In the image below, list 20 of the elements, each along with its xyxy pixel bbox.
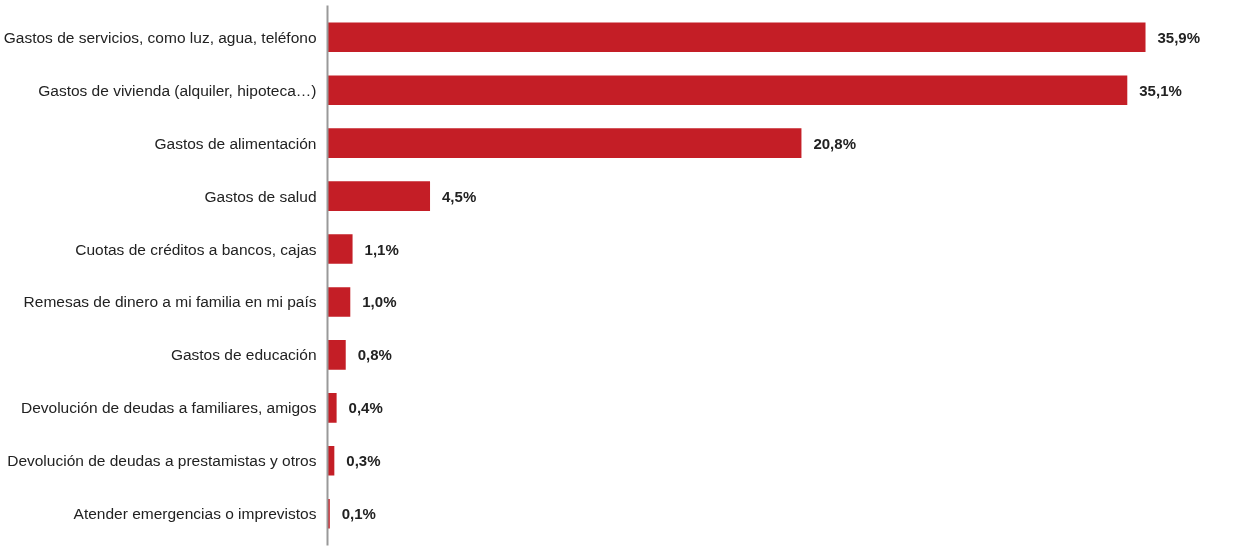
y-tick-label: Gastos de vivienda (alquiler, hipoteca…) bbox=[38, 81, 317, 99]
y-tick-label: Cuotas de créditos a bancos, cajas bbox=[75, 240, 317, 258]
y-tick-label: Devolución de deudas a familiares, amigos bbox=[20, 399, 317, 417]
data-label: 1,0% bbox=[362, 293, 397, 311]
y-tick-label: Gastos de servicios, como luz, agua, teléfono bbox=[3, 28, 317, 46]
y-tick-label: Gastos de salud bbox=[204, 187, 317, 205]
y-tick-label: Devolución de deudas a prestamistas y otros bbox=[7, 452, 317, 470]
y-tick-label: Gastos de alimentación bbox=[154, 134, 317, 152]
data-label: 0,4% bbox=[348, 399, 383, 417]
data-label: 4,5% bbox=[442, 187, 477, 205]
data-label: 0,8% bbox=[357, 346, 392, 364]
data-label: 35,9% bbox=[1157, 28, 1201, 46]
data-label: 35,1% bbox=[1139, 81, 1182, 99]
data-label: 0,3% bbox=[346, 452, 381, 470]
y-tick-label: Atender emergencias o imprevistos bbox=[73, 505, 317, 523]
y-tick-label: Remesas de dinero a mi familia en mi país bbox=[23, 293, 317, 311]
data-label: 0,1% bbox=[341, 505, 376, 523]
data-label: 20,8% bbox=[813, 134, 856, 152]
data-label: 1,1% bbox=[364, 240, 399, 258]
y-tick-label: Gastos de educación bbox=[170, 346, 317, 364]
